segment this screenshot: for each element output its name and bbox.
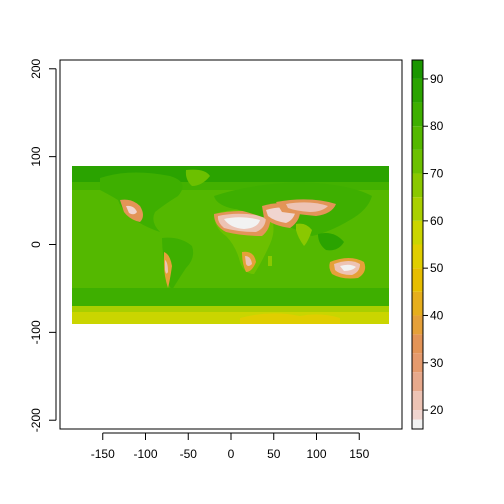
legend-color-step [412,419,423,429]
x-tick-label: -150 [91,447,115,461]
x-tick-label: 150 [349,447,369,461]
legend-tick-label: 90 [430,72,444,86]
x-tick-label: -50 [180,447,198,461]
land-india [296,223,312,246]
land-sa-west-dry [164,252,172,288]
legend-color-step [412,244,423,269]
legend-tick-label: 70 [430,167,444,181]
legend-color-step [412,410,423,420]
x-tick-label: 0 [228,447,235,461]
legend-color-step [412,268,423,292]
land-sa-west-core [165,260,168,274]
legend-tick-label: 30 [430,356,444,370]
land-southern-africa-core [245,256,252,266]
legend-tick-label: 40 [430,308,444,322]
land-se-asia [318,233,344,251]
y-tick-label: 100 [29,146,43,166]
y-tick-label: -100 [29,320,43,344]
legend-tick-label: 60 [430,214,444,228]
legend-color-step [412,126,423,150]
raster-antarctic-edge [72,306,389,314]
legend-color-step [412,102,423,127]
legend-color-step [412,291,423,316]
x-tick-label: 50 [267,447,281,461]
legend-tick-label: 50 [430,261,444,275]
land-greenland [185,169,210,186]
legend-color-step [412,372,423,392]
legend-frame [411,59,424,430]
land-north-america [100,172,183,232]
x-tick-label: -100 [133,447,157,461]
legend-tick-label: 80 [430,119,444,133]
land-australia-center [340,264,356,271]
legend-color-step [412,149,423,174]
plot-frame [59,59,403,430]
axes: -150 -100 -50 0 50 100 150 -200 -100 0 100 200 [29,58,370,461]
raster-map [72,166,389,324]
y-tick-label: -200 [29,408,43,432]
legend-color-step [412,353,423,373]
x-tick-label: 100 [306,447,326,461]
legend-color-step [412,78,423,103]
land-sahara-core [224,217,260,229]
y-tick-label: 200 [29,58,43,78]
legend-color-step [412,197,423,221]
land-sw-usa-core [126,205,137,215]
legend-color-step [412,391,423,411]
legend-color-step [412,334,423,354]
raster-north-band-2 [72,182,389,190]
legend-color-step [412,173,423,198]
land-madagascar [268,256,272,266]
legend-color-step [412,315,423,335]
legend-color-step [412,220,423,245]
legend: 20 30 40 50 60 70 80 90 [411,59,444,430]
raster-antarctica-peaks [240,313,340,324]
y-tick-label: 0 [29,241,43,248]
raster-south-ocean [72,288,389,308]
legend-color-step [412,60,423,79]
raster-antarctica [72,312,389,324]
land-central-asia-core [286,202,328,212]
legend-tick-label: 20 [430,403,444,417]
